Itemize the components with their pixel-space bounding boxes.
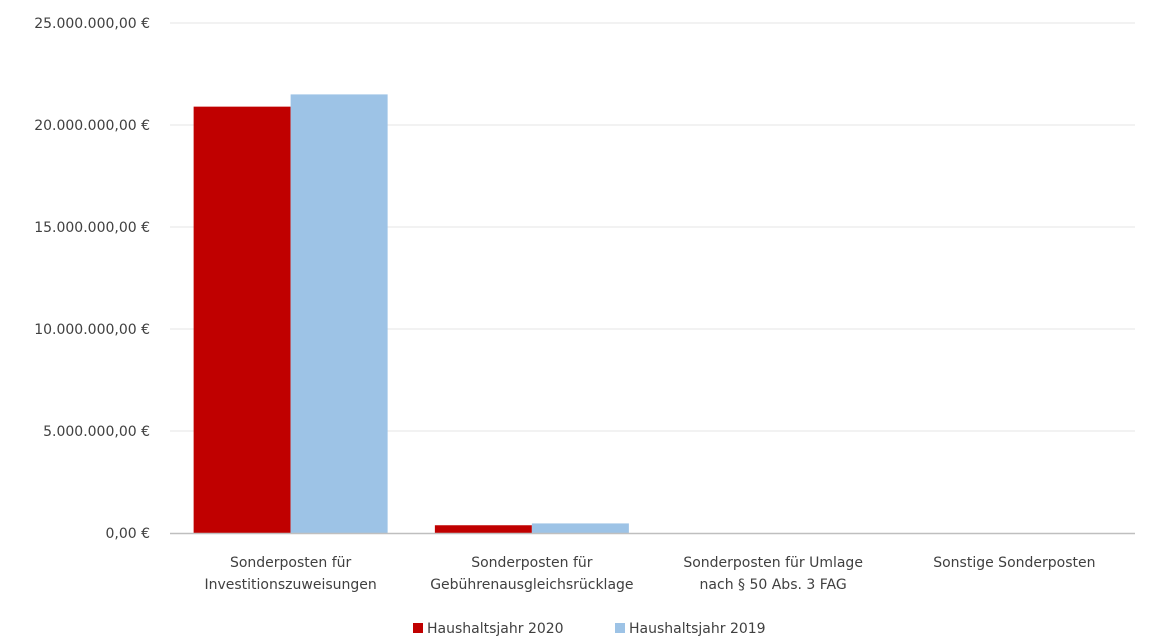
legend: Haushaltsjahr 2020 Haushaltsjahr 2019 <box>413 621 766 637</box>
category-labels: Sonderposten für Investitionszuweisungen S… <box>204 555 1095 593</box>
category-label: Gebührenausgleichsrücklage <box>430 577 633 593</box>
y-tick-label: 5.000.000,00 € <box>43 424 150 440</box>
bar-2019 <box>290 94 388 534</box>
y-tick-label: 15.000.000,00 € <box>34 220 150 236</box>
y-tick-label: 25.000.000,00 € <box>34 16 150 32</box>
y-tick-label: 0,00 € <box>105 526 150 542</box>
bars <box>193 94 629 534</box>
bar-2019 <box>531 523 629 533</box>
y-axis-tick-labels: 0,00 € 5.000.000,00 € 10.000.000,00 € 15.00… <box>34 16 150 542</box>
legend-swatch <box>615 623 625 633</box>
category-label: Investitionszuweisungen <box>204 577 376 593</box>
legend-swatch <box>413 623 423 633</box>
legend-label: Haushaltsjahr 2020 <box>427 621 564 637</box>
category-label: Sonderposten für <box>471 555 593 571</box>
category-label: nach § 50 Abs. 3 FAG <box>700 577 847 593</box>
y-tick-label: 10.000.000,00 € <box>34 322 150 338</box>
y-tick-label: 20.000.000,00 € <box>34 118 150 134</box>
legend-label: Haushaltsjahr 2019 <box>629 621 766 637</box>
bar-2020 <box>193 106 291 533</box>
category-label: Sonderposten für Umlage <box>683 555 863 571</box>
bar-2020 <box>434 525 532 533</box>
category-label: Sonstige Sonderposten <box>933 555 1095 571</box>
category-label: Sonderposten für <box>230 555 352 571</box>
